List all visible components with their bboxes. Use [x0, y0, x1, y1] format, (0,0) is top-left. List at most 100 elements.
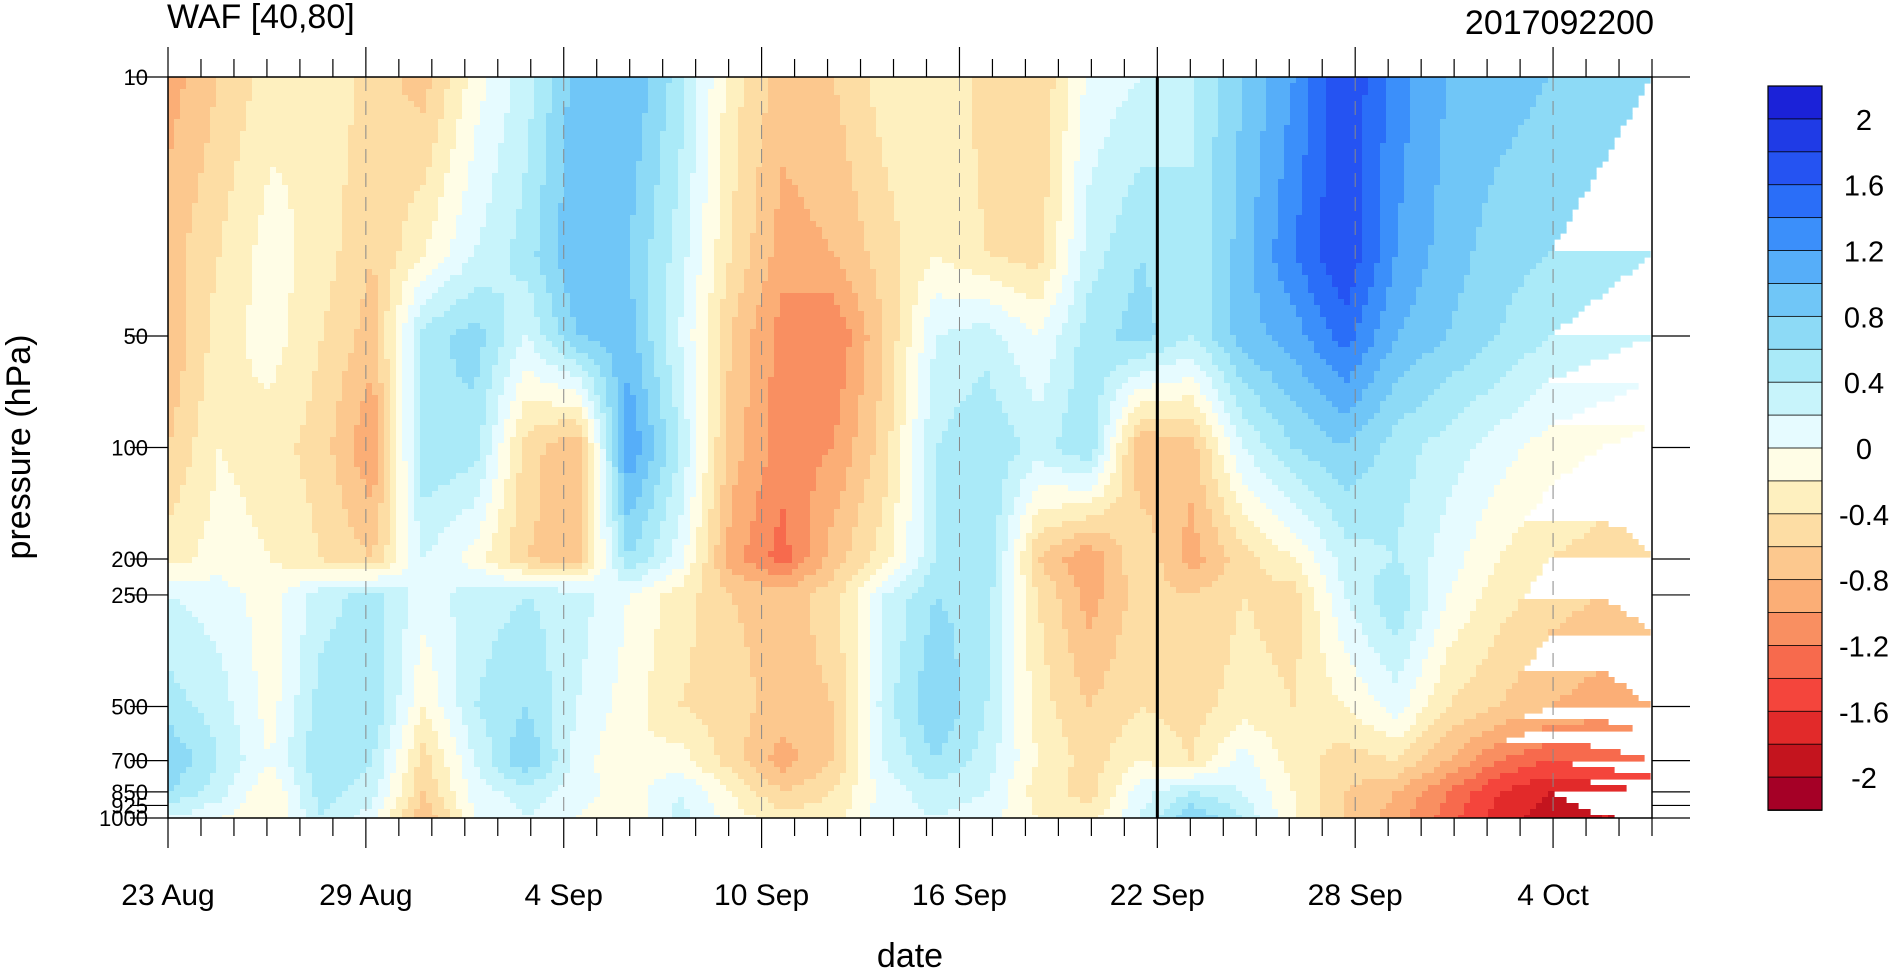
- contour-cell: [366, 395, 379, 402]
- contour-cell: [288, 335, 325, 342]
- contour-cell: [840, 107, 877, 114]
- contour-cell: [192, 461, 217, 468]
- contour-cell: [168, 173, 199, 180]
- contour-cell: [834, 425, 859, 432]
- contour-cell: [690, 533, 697, 540]
- contour-cell: [900, 233, 985, 240]
- contour-cell: [996, 545, 1009, 552]
- contour-cell: [546, 125, 565, 132]
- contour-cell: [1494, 173, 1597, 180]
- contour-cell: [1488, 503, 1537, 510]
- contour-cell: [1296, 221, 1321, 228]
- contour-cell: [612, 359, 643, 366]
- contour-cell: [1122, 491, 1141, 498]
- contour-cell: [378, 449, 385, 456]
- contour-cell: [666, 113, 685, 120]
- contour-cell: [630, 245, 649, 252]
- contour-cell: [660, 377, 673, 384]
- contour-cell: [288, 197, 343, 204]
- contour-cell: [1164, 347, 1207, 354]
- contour-cell: [1404, 179, 1441, 186]
- contour-cell: [1230, 245, 1255, 252]
- contour-cell: [324, 317, 361, 324]
- contour-cell: [618, 485, 625, 492]
- contour-cell: [738, 605, 811, 612]
- contour-cell: [708, 143, 721, 150]
- contour-cell: [396, 359, 403, 366]
- contour-cell: [882, 635, 907, 642]
- contour-cell: [840, 593, 859, 600]
- contour-cell: [618, 527, 625, 534]
- contour-cell: [1362, 311, 1381, 318]
- contour-cell: [1002, 653, 1015, 660]
- contour-cell: [168, 329, 187, 336]
- contour-cell: [1044, 551, 1075, 558]
- contour-cell: [1002, 401, 1069, 408]
- contour-cell: [1200, 383, 1213, 390]
- contour-cell: [474, 149, 499, 156]
- contour-cell: [516, 491, 541, 498]
- contour-cell: [1386, 101, 1411, 108]
- contour-cell: [384, 443, 391, 450]
- contour-cell: [696, 281, 715, 288]
- contour-cell: [1200, 479, 1219, 486]
- contour-cell: [918, 281, 1003, 288]
- contour-cell: [600, 569, 619, 576]
- contour-cell: [468, 293, 505, 300]
- contour-cell: [456, 299, 505, 306]
- contour-cell: [990, 599, 1003, 606]
- contour-cell: [954, 641, 991, 648]
- contour-cell: [414, 509, 463, 516]
- contour-cell: [852, 461, 871, 468]
- contour-cell: [924, 461, 937, 468]
- contour-cell: [1326, 107, 1363, 114]
- contour-cell: [840, 611, 859, 618]
- contour-cell: [726, 539, 751, 546]
- contour-cell: [1116, 335, 1153, 342]
- contour-cell: [426, 173, 445, 180]
- contour-cell: [1200, 431, 1213, 438]
- contour-cell: [312, 395, 343, 402]
- contour-cell: [1098, 479, 1111, 486]
- contour-cell: [834, 77, 871, 84]
- contour-cell: [1368, 347, 1393, 354]
- contour-cell: [510, 617, 541, 624]
- contour-cell: [696, 485, 703, 492]
- contour-cell: [522, 401, 553, 408]
- contour-cell: [1260, 395, 1291, 402]
- contour-cell: [186, 479, 217, 486]
- contour-cell: [1572, 539, 1639, 546]
- contour-cell: [636, 173, 661, 180]
- contour-cell: [1254, 389, 1285, 396]
- contour-cell: [996, 395, 1033, 402]
- contour-cell: [588, 425, 595, 432]
- contour-cell: [996, 521, 1009, 528]
- contour-cell: [1392, 671, 1399, 678]
- contour-cell: [378, 293, 391, 300]
- contour-cell: [1290, 101, 1309, 108]
- contour-cell: [672, 389, 685, 396]
- contour-cell: [1092, 497, 1117, 504]
- contour-cell: [480, 485, 493, 492]
- contour-cell: [300, 659, 319, 666]
- contour-cell: [864, 371, 883, 378]
- contour-cell: [492, 641, 547, 648]
- contour-cell: [408, 509, 415, 516]
- contour-cell: [1356, 275, 1375, 282]
- contour-cell: [168, 503, 175, 510]
- contour-cell: [210, 293, 253, 300]
- contour-cell: [882, 659, 901, 666]
- contour-cell: [618, 425, 625, 432]
- contour-cell: [180, 371, 205, 378]
- contour-cell: [1056, 335, 1081, 342]
- contour-cell: [1476, 443, 1525, 450]
- contour-cell: [1062, 191, 1075, 198]
- contour-cell: [516, 227, 541, 234]
- contour-cell: [1194, 377, 1213, 384]
- contour-cell: [912, 317, 925, 324]
- contour-cell: [366, 485, 373, 492]
- contour-cell: [204, 377, 259, 384]
- contour-cell: [546, 653, 589, 660]
- contour-cell: [1392, 347, 1435, 354]
- contour-cell: [1038, 509, 1105, 516]
